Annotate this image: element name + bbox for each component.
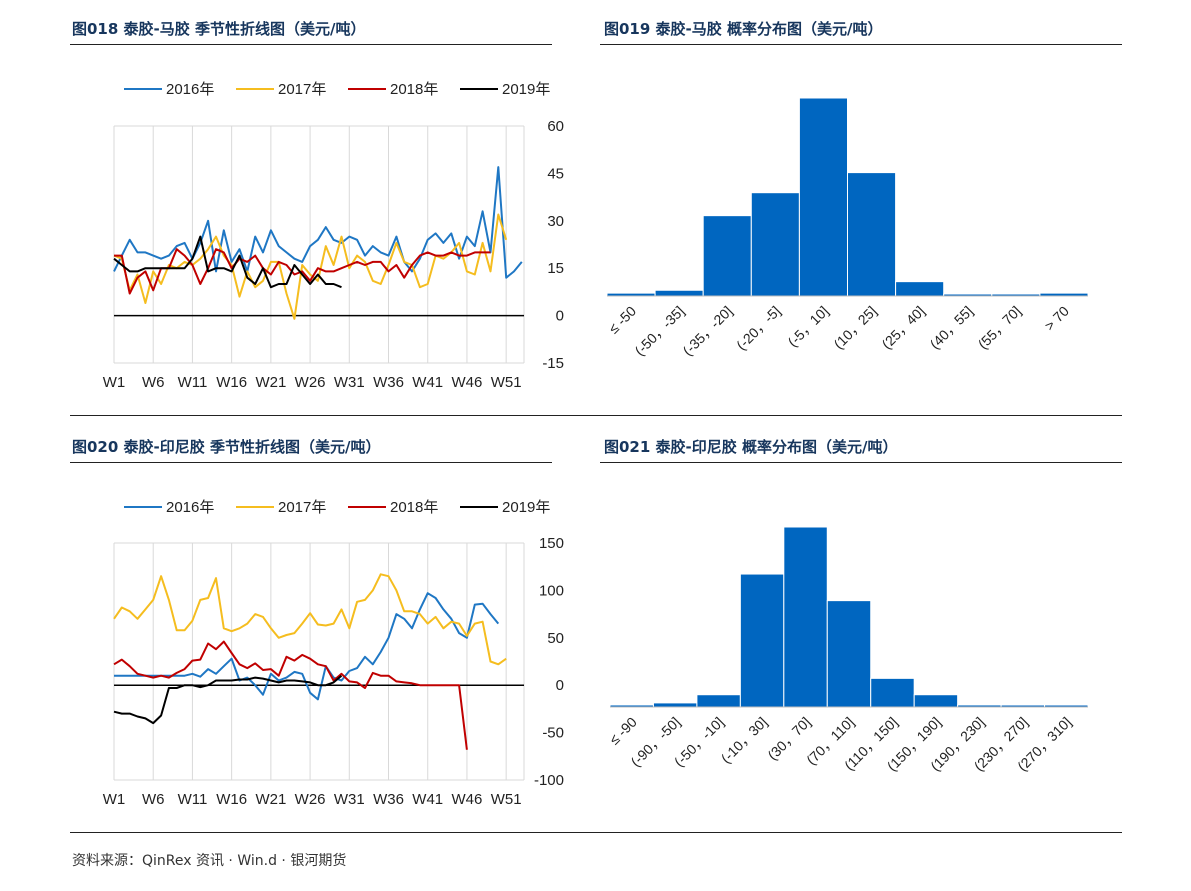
x-tick-label: W36 [373,374,404,391]
histogram-bar [826,600,872,708]
legend-label: 2016年 [166,499,214,516]
series-line [113,235,342,289]
legend-label: 2016年 [166,81,214,98]
x-tick-label: W16 [216,374,247,391]
histogram-bar [913,694,959,708]
x-tick-label: W16 [216,791,247,808]
x-tick-label: W1 [103,374,126,391]
y-tick-label: 0 [556,677,564,694]
legend-label: 2018年 [390,499,438,516]
x-tick-label: W46 [452,791,483,808]
y-tick-label: -50 [542,725,564,742]
x-tick-label: W51 [491,374,522,391]
y-tick-label: 45 [547,165,564,182]
legend-label: 2017年 [278,499,326,516]
legend-label: 2017年 [278,81,326,98]
x-tick-label: W21 [255,791,286,808]
series-line [114,248,491,295]
section-divider [70,415,1122,416]
panel-title-020: 图020 泰胶-印尼胶 季节性折线图（美元/吨） [72,438,381,456]
series-line [113,166,523,279]
histogram-bar [847,172,897,297]
title-rule [600,462,1122,463]
panel-title-021: 图021 泰胶-印尼胶 概率分布图（美元/吨） [604,438,898,456]
title-rule [70,44,552,45]
y-tick-label: 100 [539,582,564,599]
histogram-bar [870,677,915,708]
y-tick-label: 50 [547,630,564,647]
legend-label: 2019年 [502,499,550,516]
y-tick-label: 15 [547,260,564,277]
histogram-bar [783,526,828,708]
histogram-bar [696,694,741,708]
section-divider [70,832,1122,833]
legend-label: 2018年 [390,81,438,98]
x-tick-label: W31 [334,791,365,808]
x-tick-label: W6 [142,374,165,391]
series-line [113,640,468,750]
x-category-label: ≤ -90 [606,714,640,748]
x-tick-label: W41 [412,791,443,808]
y-tick-label: 60 [547,118,564,135]
series-line [113,674,343,725]
y-tick-label: 0 [556,308,564,325]
series-line [113,213,508,320]
x-tick-label: W11 [178,791,208,808]
histogram-bar [652,702,698,708]
series-line [113,573,507,666]
x-tick-label: W41 [412,374,443,391]
x-tick-label: W6 [142,791,165,808]
x-category-label: (-10，30] [718,714,771,767]
panel-title-018: 图018 泰胶-马胶 季节性折线图（美元/吨） [72,20,366,38]
panel-title-019: 图019 泰胶-马胶 概率分布图（美元/吨） [604,20,883,38]
x-tick-label: W1 [103,791,126,808]
series-line [114,592,500,701]
x-tick-label: W36 [373,791,404,808]
x-tick-label: W46 [452,374,483,391]
x-tick-label: W31 [334,374,365,391]
x-tick-label: W11 [178,374,208,391]
y-tick-label: -15 [542,355,564,372]
x-tick-label: W21 [255,374,286,391]
source-note: 资料来源：QinRex 资讯 · Win.d · 银河期货 [72,853,347,869]
x-tick-label: W26 [295,791,326,808]
title-rule [70,462,552,463]
y-tick-label: 30 [547,213,564,230]
legend-label: 2019年 [502,81,550,98]
x-tick-label: W26 [295,374,326,391]
histogram-bar [739,573,785,708]
title-rule [600,44,1122,45]
x-tick-label: W51 [491,791,522,808]
y-tick-label: -100 [534,772,564,789]
y-tick-label: 150 [539,535,564,552]
